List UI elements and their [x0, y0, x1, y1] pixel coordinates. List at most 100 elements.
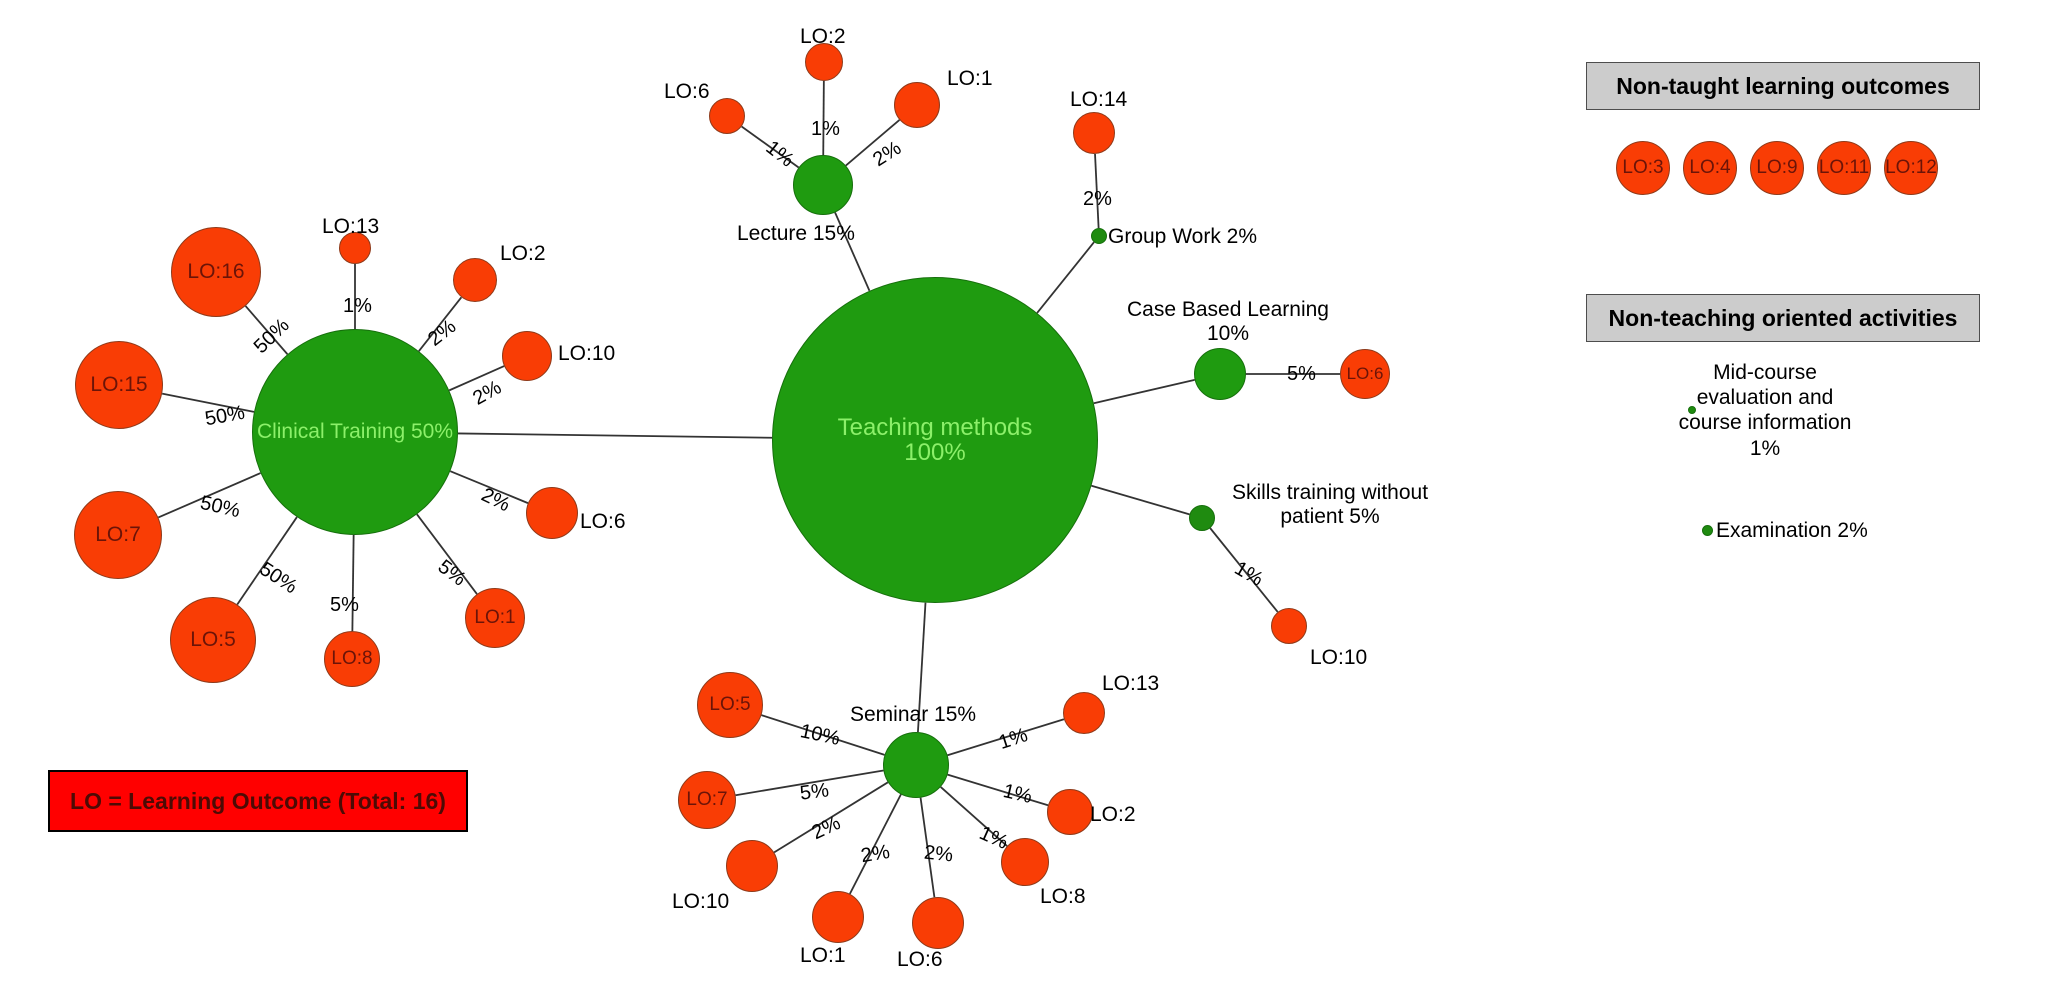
- legend-non-teaching-header-text: Non-teaching oriented activities: [1608, 304, 1958, 331]
- edge-percent-case_based_learning-0: 5%: [1287, 363, 1316, 385]
- outcome-label-clinical_training-3: LO:10: [558, 342, 616, 365]
- outcome-label-group_work-0: LO:14: [1070, 88, 1128, 111]
- outcome-node-lecture-0[interactable]: [709, 98, 745, 134]
- mid-course-line-3: course information: [1678, 411, 1852, 435]
- outcome-node-clinical_training-0-labeled[interactable]: LO:16: [171, 227, 261, 317]
- lo-definition-text: LO = Learning Outcome (Total: 16): [70, 787, 446, 814]
- outcome-node-clinical_training-4[interactable]: [526, 487, 578, 539]
- method-node-case_based_learning[interactable]: [1194, 348, 1246, 400]
- outcome-node-clinical_training-6-labeled[interactable]: LO:8: [324, 631, 380, 687]
- center-node-value: 100%: [904, 439, 966, 466]
- outcome-node-clinical_training-3[interactable]: [502, 331, 552, 381]
- center-node-label: Teaching methods: [837, 413, 1033, 441]
- edge-percent-seminar-1: 5%: [798, 779, 831, 805]
- outcome-label-seminar-3: LO:1: [800, 944, 846, 967]
- edge-percent-skills_training-0: 1%: [1230, 557, 1267, 591]
- method-node-lecture[interactable]: [793, 155, 853, 215]
- outcome-node-seminar-2[interactable]: [726, 840, 778, 892]
- outcome-node-seminar-3[interactable]: [812, 891, 864, 943]
- legend-non-teaching-header: Non-teaching oriented activities: [1586, 294, 1980, 342]
- legend-outcome-lo-12[interactable]: LO:12: [1884, 141, 1938, 195]
- method-label-group_work: Group Work 2%: [1108, 225, 1257, 248]
- outcome-node-group_work-0[interactable]: [1073, 112, 1115, 154]
- outcome-node-seminar-1-labeled[interactable]: LO:7: [678, 771, 736, 829]
- edge-percent-clinical_training-6: 5%: [330, 594, 359, 616]
- edge-percent-clinical_training-9: 50%: [203, 401, 247, 431]
- outcome-node-clinical_training-7-labeled[interactable]: LO:5: [170, 597, 256, 683]
- outcome-node-seminar-5[interactable]: [1001, 838, 1049, 886]
- edge-center-to-clinical_training: [457, 432, 773, 439]
- examination-label-text: Examination 2%: [1716, 519, 1868, 542]
- method-label-skills_training-line: patient 5%: [1280, 504, 1380, 528]
- edge-percent-seminar-4: 2%: [922, 841, 955, 867]
- outcome-label-lecture-1: LO:2: [800, 25, 846, 48]
- outcome-node-lecture-2[interactable]: [894, 82, 940, 128]
- legend-outcome-lo-11[interactable]: LO:11: [1817, 141, 1871, 195]
- edge-percent-clinical_training-3: 2%: [469, 376, 506, 410]
- outcome-node-seminar-0-labeled[interactable]: LO:5: [697, 672, 763, 738]
- outcome-node-seminar-7[interactable]: [1063, 692, 1105, 734]
- outcome-label-clinical_training-4: LO:6: [580, 510, 626, 533]
- edge-percent-clinical_training-4: 2%: [477, 483, 514, 517]
- edge-percent-lecture-0: 1%: [761, 136, 798, 172]
- outcome-label-lecture-2: LO:1: [947, 67, 993, 90]
- edge-percent-clinical_training-5: 5%: [433, 555, 470, 591]
- outcome-node-seminar-4[interactable]: [912, 897, 964, 949]
- edge-percent-group_work-0: 2%: [1083, 188, 1112, 210]
- teaching-methods-center-node[interactable]: Teaching methods 100%: [772, 277, 1098, 603]
- method-label-skills_training-line: Skills training without: [1231, 481, 1429, 504]
- edge-percent-clinical_training-2: 2%: [423, 315, 461, 351]
- outcome-label-seminar-2: LO:10: [672, 890, 730, 913]
- edge-percent-clinical_training-1: 1%: [343, 295, 372, 317]
- method-node-seminar[interactable]: [883, 732, 949, 798]
- outcome-node-lecture-1[interactable]: [805, 43, 843, 81]
- method-label-lecture: Lecture 15%: [737, 222, 855, 245]
- outcome-label-seminar-6: LO:2: [1090, 803, 1136, 826]
- mid-course-activity-label: Mid-course evaluation and course informa…: [1640, 360, 1890, 461]
- outcome-node-clinical_training-8-labeled[interactable]: LO:7: [74, 491, 162, 579]
- method-node-clinical_training-labeled[interactable]: Clinical Training 50%: [252, 329, 458, 535]
- edge-percent-seminar-3: 2%: [859, 840, 892, 868]
- legend-outcome-lo-4[interactable]: LO:4: [1683, 141, 1737, 195]
- edge-percent-lecture-2: 2%: [869, 137, 906, 172]
- outcome-node-skills_training-0[interactable]: [1271, 608, 1307, 644]
- examination-activity-dot: [1702, 525, 1713, 536]
- outcome-label-seminar-5: LO:8: [1040, 885, 1086, 908]
- method-label-case_based_learning-line: 10%: [1206, 321, 1250, 345]
- outcome-node-clinical_training-2[interactable]: [453, 258, 497, 302]
- legend-outcome-lo-3[interactable]: LO:3: [1616, 141, 1670, 195]
- edge-percent-lecture-1: 1%: [811, 118, 840, 140]
- edge-percent-clinical_training-7: 50%: [255, 557, 302, 599]
- mid-course-line-2: evaluation and: [1696, 386, 1834, 410]
- legend-outcome-lo-9[interactable]: LO:9: [1750, 141, 1804, 195]
- method-label-case_based_learning: Case Based Learning 10%: [1113, 298, 1343, 345]
- examination-activity-label: Examination 2%: [1716, 518, 1868, 543]
- edge-percent-clinical_training-8: 50%: [198, 491, 243, 523]
- method-label-skills_training: Skills training without patient 5%: [1215, 481, 1445, 528]
- edge-center-to-skills_training: [1091, 484, 1190, 516]
- outcome-label-seminar-7: LO:13: [1102, 672, 1160, 695]
- edge-center-to-case_based_learning: [1093, 378, 1195, 405]
- method-label-seminar: Seminar 15%: [850, 703, 977, 726]
- outcome-label-skills_training-0: LO:10: [1310, 646, 1368, 669]
- outcome-label-seminar-4: LO:6: [897, 948, 943, 971]
- outcome-label-lecture-0: LO:6: [664, 80, 710, 103]
- legend-non-taught-header-text: Non-taught learning outcomes: [1616, 72, 1950, 99]
- edge-percent-seminar-2: 2%: [808, 811, 844, 845]
- lo-definition-legend: LO = Learning Outcome (Total: 16): [48, 770, 468, 832]
- outcome-node-seminar-6[interactable]: [1047, 789, 1093, 835]
- method-node-group_work[interactable]: [1091, 228, 1107, 244]
- outcome-node-clinical_training-1[interactable]: [339, 232, 371, 264]
- mid-course-line-1: Mid-course: [1713, 361, 1817, 384]
- edge-percent-seminar-7: 1%: [996, 724, 1031, 754]
- outcome-node-clinical_training-5-labeled[interactable]: LO:1: [465, 588, 525, 648]
- edge-center-to-group_work: [1036, 241, 1095, 314]
- method-node-skills_training[interactable]: [1189, 505, 1215, 531]
- outcome-label-clinical_training-2: LO:2: [500, 242, 546, 265]
- legend-non-taught-header: Non-taught learning outcomes: [1586, 62, 1980, 110]
- method-label-case_based_learning-line: Case Based Learning: [1127, 298, 1329, 321]
- outcome-node-case_based_learning-0-labeled[interactable]: LO:6: [1340, 349, 1390, 399]
- outcome-node-clinical_training-9-labeled[interactable]: LO:15: [75, 341, 163, 429]
- edge-percent-clinical_training-0: 50%: [249, 314, 294, 358]
